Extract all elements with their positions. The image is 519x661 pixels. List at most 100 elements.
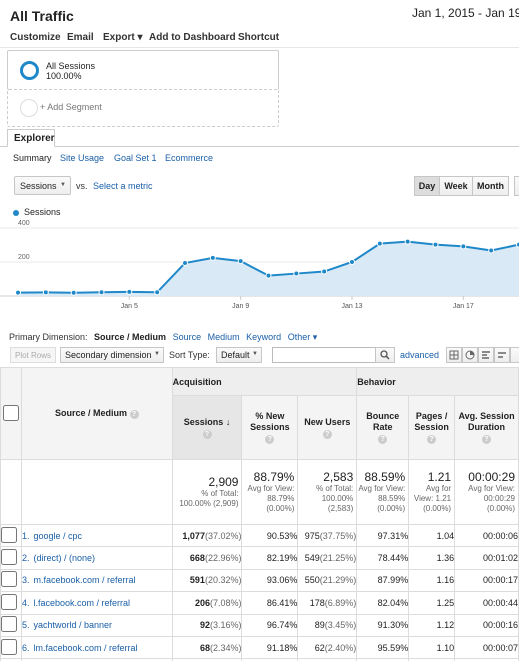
header-new-sessions[interactable]: % New Sessions ? xyxy=(241,395,299,460)
row-new-sessions: 93.06% xyxy=(241,568,299,593)
primary-dimension-label: Primary Dimension: xyxy=(9,332,88,342)
row-pages-session: 1.25 xyxy=(408,591,456,615)
series-legend-dot xyxy=(13,210,19,216)
row-pages-session: 1.36 xyxy=(408,546,456,570)
pie-view-button[interactable] xyxy=(462,347,478,363)
row-checkbox[interactable] xyxy=(1,571,17,588)
header-avg-duration-label: Avg. Session Duration xyxy=(458,411,515,432)
period-week-button[interactable]: Week xyxy=(439,176,473,196)
header-sessions[interactable]: Sessions ↓ ? xyxy=(171,395,243,460)
table-row: 6. lm.facebook.com / referral 68(2.34%) 91.… xyxy=(0,635,519,660)
source-medium-link[interactable]: m.facebook.com / referral xyxy=(33,575,136,586)
pie-icon xyxy=(465,350,475,360)
period-month-button[interactable]: Month xyxy=(472,176,509,196)
total-bounce-rate-sub: Avg for View: 88.59% (0.00%) xyxy=(358,484,406,513)
row-checkbox[interactable] xyxy=(1,549,17,566)
source-medium-link[interactable]: l.facebook.com / referral xyxy=(33,597,131,608)
search-button[interactable] xyxy=(375,347,395,363)
select-metric-link[interactable]: Select a metric xyxy=(93,181,153,191)
row-new-users: 550(21.29%) xyxy=(297,568,358,593)
pivot-view-button[interactable] xyxy=(510,347,519,363)
export-button[interactable]: Export ▾ xyxy=(103,32,143,43)
new-users-value: 89 xyxy=(314,620,325,631)
row-new-users: 549(21.25%) xyxy=(297,546,358,570)
email-button[interactable]: Email xyxy=(67,32,94,43)
metric-select[interactable]: Sessions ▼ xyxy=(14,176,71,195)
y-tick-label: 400 xyxy=(18,220,30,227)
source-medium-link[interactable]: lm.facebook.com / referral xyxy=(33,642,138,653)
comparison-view-button[interactable] xyxy=(494,347,510,363)
plot-rows-button[interactable]: Plot Rows xyxy=(10,347,56,363)
shortcut-button[interactable]: Shortcut xyxy=(238,32,280,43)
row-checkbox[interactable] xyxy=(1,593,17,610)
row-checkbox[interactable] xyxy=(1,638,17,655)
total-new-sessions-value: 88.79% xyxy=(253,470,295,484)
advanced-filter-link[interactable]: advanced xyxy=(400,350,440,360)
sessions-chart: 400 200 Jan 5 Jan 9 Jan 13 Jan 17 xyxy=(0,220,519,316)
subtab-ecommerce[interactable]: Ecommerce xyxy=(165,153,214,163)
page-title: All Traffic xyxy=(10,8,74,24)
data-view-button[interactable] xyxy=(446,347,462,363)
totals-row: 2,909 % of Total: 100.00% (2,909) 88.79%… xyxy=(0,459,519,525)
bars-icon xyxy=(482,351,490,359)
dimension-other-link[interactable]: Other ▾ xyxy=(287,332,318,342)
table-row: 3. m.facebook.com / referral 591(20.32%) 93… xyxy=(0,568,519,593)
header-source-medium[interactable]: Source / Medium ? xyxy=(20,367,173,460)
source-medium-link[interactable]: yachtworld / banner xyxy=(33,620,113,631)
subtab-summary[interactable]: Summary xyxy=(13,153,52,163)
header-avg-duration[interactable]: Avg. Session Duration ? xyxy=(454,395,519,460)
sessions-pct: (7.08%) xyxy=(209,597,242,608)
row-sessions: 1,077(37.02%) xyxy=(171,523,243,548)
header-new-sessions-label: % New Sessions xyxy=(250,411,290,432)
subtab-goal-set-1[interactable]: Goal Set 1 xyxy=(114,153,157,163)
header-new-users[interactable]: New Users ? xyxy=(297,395,358,460)
sessions-chart-svg: 400 200 Jan 5 Jan 9 Jan 13 Jan 17 xyxy=(0,220,519,310)
header-bounce-rate[interactable]: Bounce Rate ? xyxy=(356,395,410,460)
subtab-site-usage[interactable]: Site Usage xyxy=(60,153,105,163)
dimension-keyword-link[interactable]: Keyword xyxy=(246,332,282,342)
dimension-source-link[interactable]: Source xyxy=(172,332,202,342)
sessions-value: 668 xyxy=(189,553,205,564)
empty-segment-icon xyxy=(20,99,38,117)
chart-type-button[interactable] xyxy=(514,176,519,196)
source-medium-link[interactable]: (direct) / (none) xyxy=(33,553,95,564)
sessions-pct: (2.34%) xyxy=(209,642,242,653)
add-segment-button[interactable]: + Add Segment xyxy=(40,102,102,112)
source-medium-link[interactable]: google / cpc xyxy=(33,530,83,541)
select-all-checkbox[interactable] xyxy=(2,404,19,421)
sort-type-value: Default xyxy=(221,350,250,360)
dimension-medium-link[interactable]: Medium xyxy=(207,332,240,342)
add-segment-slot[interactable]: + Add Segment xyxy=(7,89,279,127)
new-users-pct: (21.29%) xyxy=(319,575,357,586)
row-new-users: 51(1.97%) xyxy=(297,658,358,661)
row-index: 2. xyxy=(21,553,30,564)
help-icon: ? xyxy=(322,429,332,439)
table-search-input[interactable] xyxy=(272,347,376,363)
row-source: 1. google / cpc xyxy=(20,523,173,548)
row-index: 4. xyxy=(21,597,30,608)
table-group-header: Source / Medium ? Acquisition Behavior xyxy=(0,367,519,460)
tab-explorer[interactable]: Explorer xyxy=(7,129,55,147)
grid-icon xyxy=(449,350,459,360)
total-bounce-rate-value: 88.59% xyxy=(364,470,406,484)
row-new-sessions: 86.41% xyxy=(241,591,299,615)
sort-type-select[interactable]: Default ▼ xyxy=(216,347,262,363)
chevron-down-icon: ▼ xyxy=(60,182,66,188)
total-sessions: 2,909 % of Total: 100.00% (2,909) xyxy=(171,459,243,525)
period-day-button[interactable]: Day xyxy=(414,176,440,196)
new-users-pct: (37.75%) xyxy=(319,530,357,541)
segment-all-sessions[interactable]: All Sessions 100.00% xyxy=(7,50,279,90)
performance-view-button[interactable] xyxy=(478,347,494,363)
header-pages-session[interactable]: Pages / Session ? xyxy=(408,395,456,460)
new-users-pct: (2.40%) xyxy=(324,642,357,653)
row-checkbox[interactable] xyxy=(1,616,17,633)
new-users-value: 975 xyxy=(304,530,320,541)
sessions-value: 591 xyxy=(189,575,205,586)
add-to-dashboard-button[interactable]: Add to Dashboard xyxy=(149,32,236,43)
date-range-picker[interactable]: Jan 1, 2015 - Jan 19, 2 xyxy=(412,6,519,20)
customize-button[interactable]: Customize xyxy=(10,32,61,43)
secondary-dimension-select[interactable]: Secondary dimension ▼ xyxy=(60,347,164,363)
row-checkbox[interactable] xyxy=(1,526,17,543)
row-source: 5. yachtworld / banner xyxy=(20,613,173,637)
table-controls: Plot Rows Secondary dimension ▼ Sort Typ… xyxy=(0,344,519,366)
